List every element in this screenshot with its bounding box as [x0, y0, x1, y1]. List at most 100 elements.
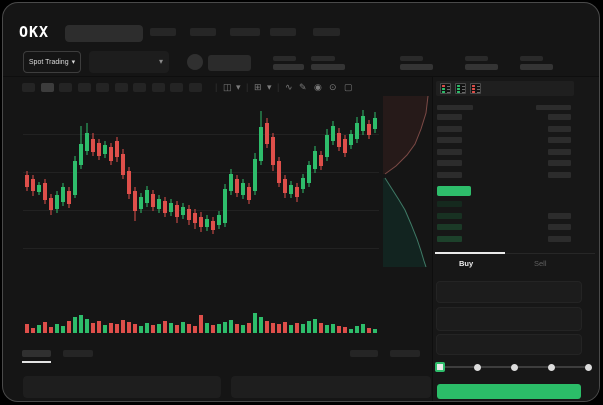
- timeframe-button-1[interactable]: [40, 83, 54, 92]
- ask-price-row[interactable]: [437, 148, 462, 155]
- camera-icon[interactable]: ◉: [314, 82, 322, 92]
- candle-body: [73, 161, 77, 195]
- indicators-icon[interactable]: ⊞: [254, 82, 262, 92]
- bottom-tab-0[interactable]: [22, 350, 51, 357]
- candlestick-chart[interactable]: [23, 99, 379, 335]
- buy-submit-button[interactable]: [437, 384, 581, 399]
- timeframe-button-3[interactable]: [77, 83, 91, 92]
- chevron-down-icon[interactable]: ▾: [267, 82, 272, 92]
- nav-item-2[interactable]: [230, 28, 260, 36]
- candle-style-icon[interactable]: ◫: [223, 82, 232, 92]
- candle-body: [49, 198, 53, 210]
- market-type-label: Spot Trading: [28, 58, 69, 66]
- bid-price-row[interactable]: [437, 212, 462, 219]
- volume-bar: [55, 324, 59, 333]
- volume-bar: [313, 319, 317, 333]
- volume-bar: [67, 321, 71, 333]
- bid-price-row[interactable]: [437, 201, 462, 207]
- nav-item-3[interactable]: [270, 28, 296, 36]
- candle-body: [145, 190, 149, 203]
- candle-body: [259, 127, 263, 161]
- order-input-field-1[interactable]: [436, 307, 582, 331]
- slider-stop-1[interactable]: [473, 364, 481, 371]
- nav-item-0[interactable]: [150, 28, 176, 36]
- candle-body: [325, 135, 329, 157]
- fullscreen-icon[interactable]: ▢: [344, 82, 353, 92]
- ask-size-bar: [548, 148, 571, 155]
- stat-value-placeholder: [520, 64, 553, 70]
- candle-body: [115, 141, 119, 157]
- timeframe-button-4[interactable]: [96, 83, 109, 92]
- chart-gridline: [23, 248, 379, 249]
- last-price-highlight[interactable]: [437, 186, 471, 196]
- chevron-down-icon[interactable]: ▾: [236, 82, 241, 92]
- ask-size-bar: [548, 171, 571, 178]
- volume-bar: [163, 321, 167, 333]
- book-bids-only-icon[interactable]: [455, 83, 466, 94]
- volume-bar: [253, 313, 257, 333]
- book-asks-only-icon[interactable]: [470, 83, 481, 94]
- ask-price-row[interactable]: [437, 137, 462, 143]
- volume-bar: [193, 326, 197, 333]
- volume-bar: [115, 324, 119, 333]
- candle-body: [247, 187, 251, 200]
- volume-bar: [187, 324, 191, 333]
- ask-price-row[interactable]: [437, 125, 462, 132]
- market-type-dropdown[interactable]: Spot Trading ▾: [23, 51, 81, 73]
- slider-stop-2[interactable]: [510, 364, 518, 371]
- order-input-field-0[interactable]: [436, 281, 582, 303]
- market-stat-2: [400, 56, 440, 71]
- tab-sell[interactable]: Sell: [534, 259, 547, 268]
- draw-icon[interactable]: ✎: [299, 82, 307, 92]
- slider-stop-4[interactable]: [584, 364, 592, 371]
- book-both-sides-icon[interactable]: [440, 83, 451, 94]
- volume-bar: [157, 324, 161, 333]
- orderbook-header-price: [437, 105, 473, 110]
- bottom-tab-1[interactable]: [63, 350, 93, 357]
- timeframe-button-9[interactable]: [188, 83, 202, 92]
- depth-graph: [383, 96, 435, 268]
- candle-body: [133, 191, 137, 211]
- candle-body: [235, 179, 239, 193]
- candle-body: [109, 147, 113, 161]
- bid-price-row[interactable]: [437, 224, 462, 230]
- volume-bar: [85, 319, 89, 333]
- ask-price-row[interactable]: [437, 160, 462, 166]
- bottom-action-1[interactable]: [390, 350, 420, 357]
- timeframe-button-2[interactable]: [59, 83, 72, 92]
- depth-bids-area: [383, 178, 426, 267]
- ask-price-row[interactable]: [437, 171, 462, 178]
- candle-body: [229, 174, 233, 191]
- candle-body: [43, 183, 47, 200]
- app-window: OKX Spot Trading ▾ ▾ Buy Sell | ◫ ▾ | ⊞ ▾ | ∿ ✎ ◉…: [2, 2, 600, 402]
- slider-stop-3[interactable]: [547, 364, 555, 371]
- bid-price-row[interactable]: [437, 235, 462, 242]
- settings-icon[interactable]: ⊙: [329, 82, 337, 92]
- depth-bids-line: [384, 177, 427, 268]
- candle-body: [337, 133, 341, 147]
- ask-price-row[interactable]: [437, 114, 462, 120]
- depth-asks-area: [383, 96, 428, 174]
- search-input[interactable]: [65, 25, 143, 42]
- tab-buy[interactable]: Buy: [459, 259, 474, 268]
- amount-slider-handle[interactable]: [435, 362, 445, 372]
- volume-bar: [259, 317, 263, 333]
- candle-body: [283, 179, 287, 193]
- volume-bar: [277, 324, 281, 333]
- order-input-field-2[interactable]: [436, 334, 582, 355]
- pair-selector-dropdown[interactable]: ▾: [89, 51, 169, 73]
- timeframe-button-6[interactable]: [133, 83, 146, 92]
- candle-body: [223, 189, 227, 223]
- nav-item-4[interactable]: [313, 28, 340, 36]
- timeframe-button-0[interactable]: [22, 83, 35, 92]
- timeframe-button-7[interactable]: [151, 83, 165, 92]
- volume-bar: [367, 328, 371, 333]
- timeframe-button-5[interactable]: [114, 83, 128, 92]
- ask-size-bar: [548, 125, 571, 132]
- timeframe-button-8[interactable]: [170, 83, 183, 92]
- bottom-action-0[interactable]: [350, 350, 378, 357]
- candle-body: [187, 209, 191, 220]
- nav-item-1[interactable]: [190, 28, 216, 36]
- candle-body: [25, 175, 29, 187]
- line-tool-icon[interactable]: ∿: [285, 82, 293, 92]
